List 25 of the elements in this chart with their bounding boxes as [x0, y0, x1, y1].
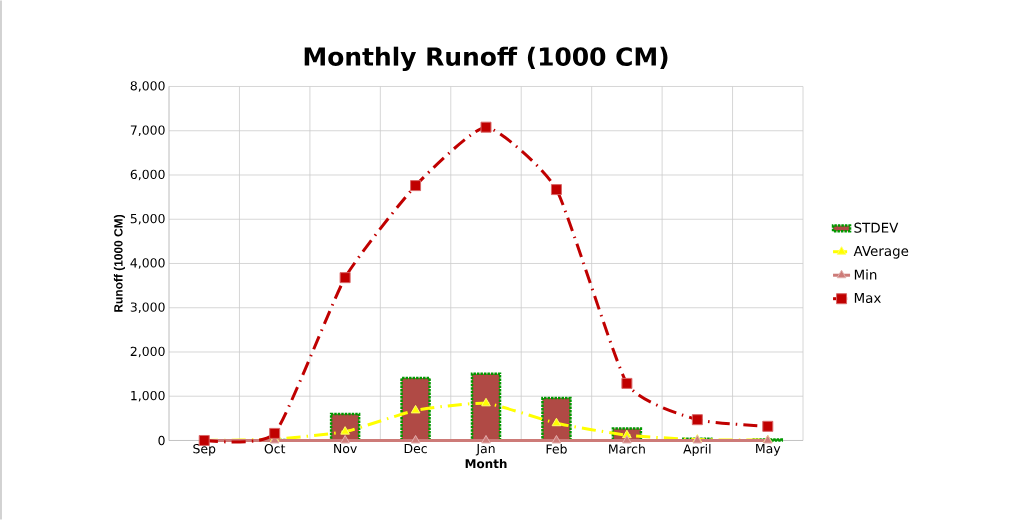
y-axis-title: Runoff (1000 CM)	[113, 214, 125, 312]
x-tick-label: Feb	[546, 444, 567, 454]
y-tick-label: 3,000	[130, 302, 165, 314]
legend-label: Max	[854, 293, 881, 304]
y-tick-label: 6,000	[130, 169, 165, 181]
x-tick-label: Jan	[475, 444, 495, 456]
legend-label: Min	[854, 269, 877, 280]
x-tick-label: Dec	[404, 444, 427, 454]
y-tick-label: 1,000	[131, 390, 165, 402]
x-tick-label: May	[756, 444, 781, 456]
y-tick-label: 7,000	[130, 125, 165, 137]
x-axis-title: Month	[465, 458, 507, 469]
x-tick-label: April	[683, 444, 711, 457]
y-tick-label: 0	[158, 435, 165, 446]
legend-label: STDEV	[854, 222, 899, 233]
y-tick-label: 2,000	[130, 346, 165, 358]
x-tick-label: March	[609, 444, 645, 454]
x-tick-label: Nov	[334, 444, 357, 454]
legend-label: AVerage	[853, 246, 909, 259]
x-tick-label: Oct	[264, 444, 286, 454]
x-tick-label: Sep	[193, 444, 216, 456]
y-tick-label: 5,000	[130, 213, 165, 225]
chart-title: Monthly Runoff (1000 CM)	[304, 46, 668, 71]
y-tick-label: 4,000	[130, 258, 165, 269]
y-tick-label: 8,000	[130, 81, 165, 92]
